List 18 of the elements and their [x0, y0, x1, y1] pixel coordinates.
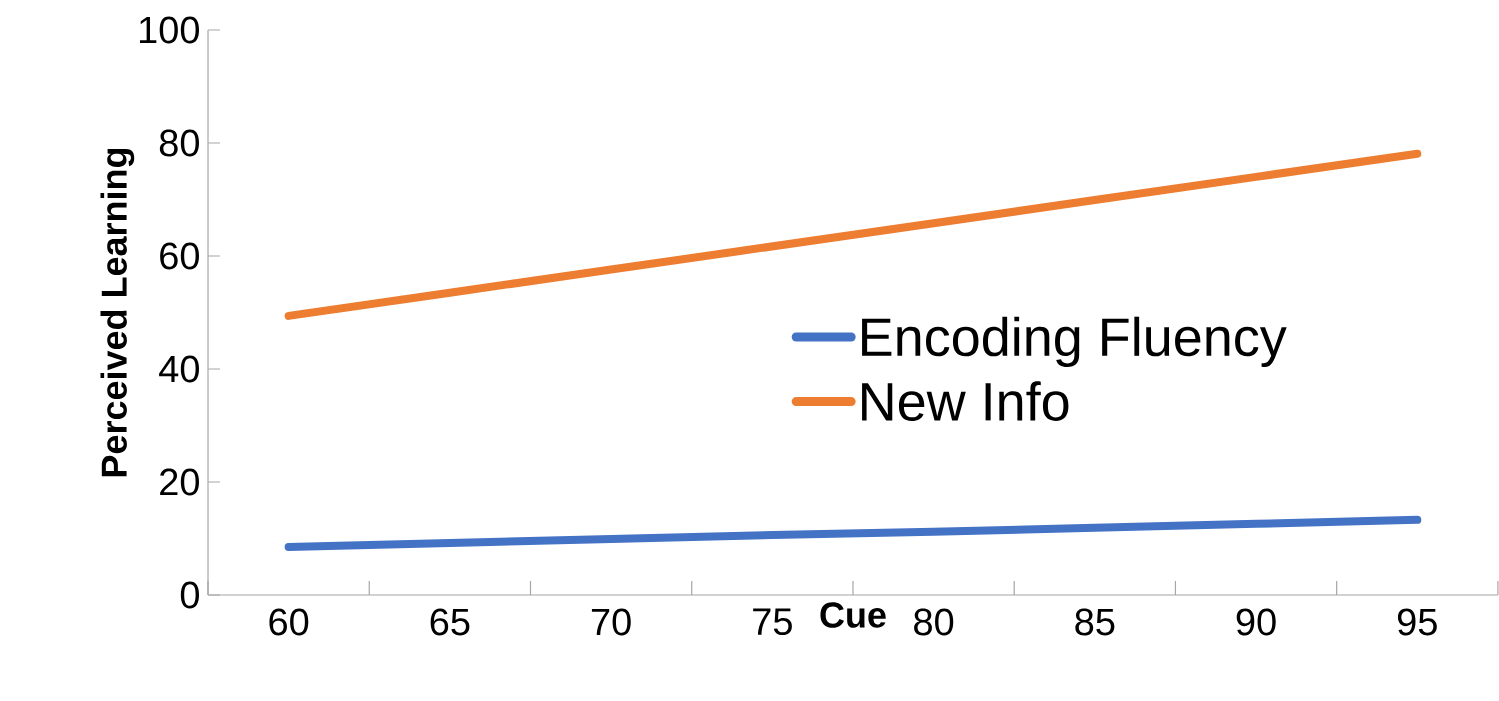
x-tick-label: 75 — [753, 608, 792, 636]
x-tick-label: 80 — [914, 608, 954, 636]
x-tick-label: 65 — [430, 608, 470, 636]
x-tick-label: 60 — [269, 608, 309, 636]
y-axis-title: Perceived Learning — [100, 148, 135, 477]
y-tick-label: 100 — [139, 16, 199, 44]
x-axis-title: Cue — [820, 602, 886, 628]
x-tick-label: 85 — [1075, 608, 1115, 636]
x-tick-label: 90 — [1236, 608, 1276, 636]
legend-label: New Info — [862, 381, 1069, 421]
y-tick-label: 40 — [159, 355, 199, 383]
y-tick-label: 80 — [159, 129, 199, 157]
y-tick-label: 60 — [160, 242, 199, 270]
y-tick-label: 20 — [160, 468, 199, 496]
legend-label: Encoding Fluency — [862, 316, 1287, 368]
x-tick-label: 70 — [591, 608, 631, 636]
x-tick-label: 95 — [1397, 608, 1437, 636]
y-tick-label: 0 — [180, 581, 199, 609]
